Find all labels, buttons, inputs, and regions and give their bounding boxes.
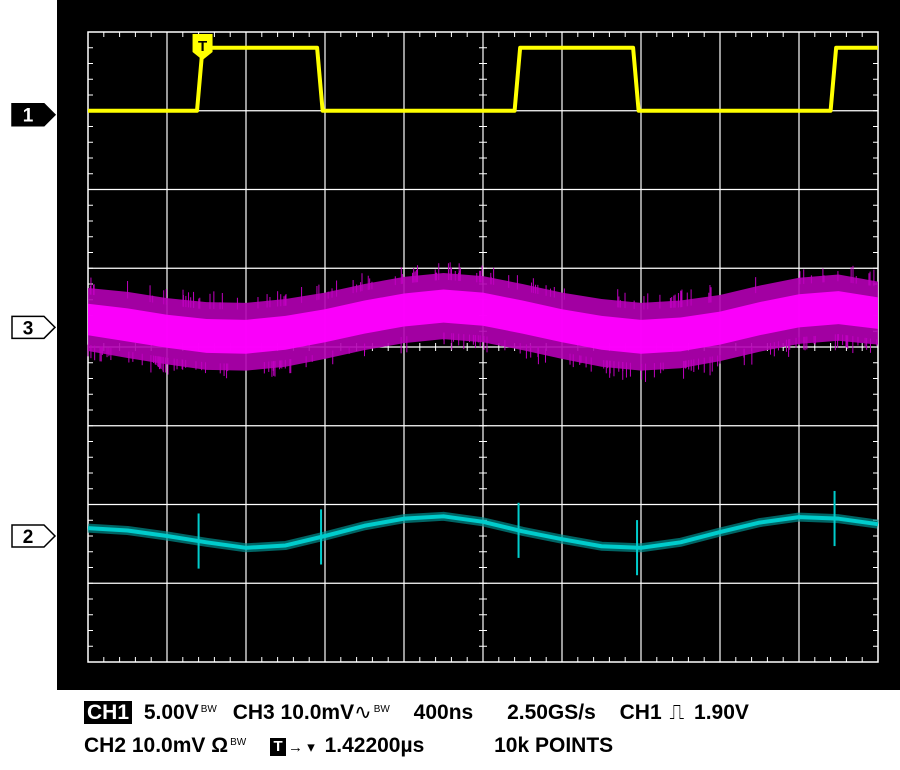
trigger-marker-icon: [192, 34, 213, 60]
oscilloscope-display: T 1 3 2: [11, 0, 900, 690]
trigger-arrow-icon: → ▾: [288, 739, 315, 756]
channel-2-label: 2: [23, 527, 34, 548]
ch3-bw-limit: BW: [373, 704, 390, 715]
trigger-marker-label: T: [198, 38, 207, 55]
ch1-bw-limit: BW: [200, 704, 217, 715]
traces: [87, 45, 879, 576]
trigger-level: 1.90V: [694, 701, 749, 724]
trigger-source: CH1: [619, 701, 662, 724]
trigger-position: 1.42200µs: [324, 734, 425, 757]
ch3-coupling-icon: ∿: [354, 701, 372, 724]
ch1-badge: CH1: [84, 701, 133, 724]
channel-1-label: 1: [23, 106, 34, 127]
channel-2-marker: [11, 524, 57, 548]
trigger-position-icon: T: [270, 738, 287, 756]
ch2-trace: [87, 514, 879, 550]
sample-rate: 2.50GS/s: [507, 701, 596, 724]
ch2-scale: CH2 10.0mV Ω: [84, 734, 229, 757]
ch3-noise-core: [88, 289, 878, 354]
trigger-slope-icon: ⎍: [669, 701, 685, 724]
ch3-scale: CH3 10.0mV: [232, 701, 355, 724]
channel-3-label: 3: [23, 318, 34, 339]
channel-markers: T 1 3 2: [11, 34, 213, 548]
readout-line-2: CH2 10.0mV Ω BW T → ▾ 1.42200µs 10k POINTS: [84, 734, 613, 758]
record-length: 10k POINTS: [494, 734, 614, 757]
readout-line-1: CH1 5.00V BW CH3 10.0mV∿ BW 400ns 2.50GS/s…: [84, 700, 749, 725]
timebase: 400ns: [413, 701, 474, 724]
channel-1-marker: [11, 102, 57, 127]
ch2-bw-limit: BW: [230, 737, 247, 748]
channel-3-marker: [11, 315, 57, 340]
ch1-scale: 5.00V: [143, 701, 199, 724]
